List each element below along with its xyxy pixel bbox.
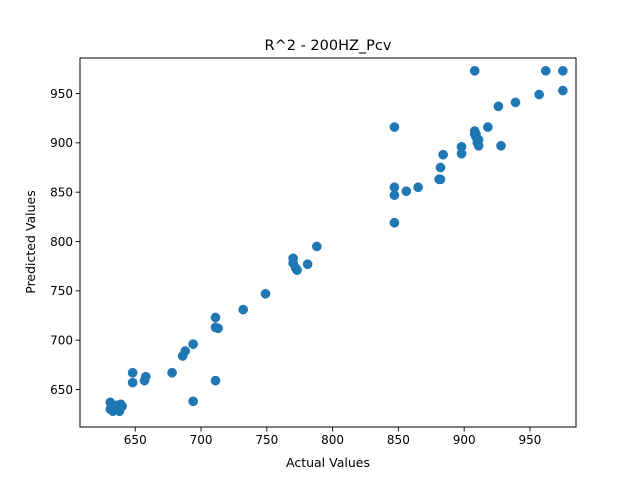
data-point [496,140,506,151]
data-point [389,122,400,132]
y-tick-label: 700 [50,333,73,347]
x-tick-label: 650 [124,433,147,447]
data-point [389,217,400,228]
y-axis-ticks: 650 700 750 800 850 900 950 [50,87,80,397]
data-point [435,162,446,173]
x-axis-label: Actual Values [286,455,370,470]
data-point [510,97,521,108]
data-point [557,65,568,76]
data-point [438,149,448,160]
data-point [540,65,551,76]
data-point [302,259,313,270]
y-tick-label: 650 [50,383,73,397]
y-tick-label: 950 [50,87,73,101]
data-point [210,312,221,323]
data-points [105,65,568,417]
data-point [127,377,138,388]
y-tick-label: 850 [50,185,73,199]
y-tick-label: 900 [50,136,73,150]
x-tick-label: 900 [453,433,476,447]
data-point [557,85,568,96]
data-point [311,241,322,252]
data-point [469,65,480,76]
y-axis-label: Predicted Values [23,190,38,294]
data-point [389,190,400,200]
x-tick-label: 700 [190,433,213,447]
data-point [180,346,191,356]
data-point [493,101,504,112]
data-point [117,401,127,412]
data-point [401,186,412,197]
x-tick-label: 750 [255,433,278,447]
data-point [260,288,271,299]
y-tick-label: 800 [50,235,73,249]
data-point [456,148,467,159]
y-tick-label: 750 [50,284,73,298]
data-point [210,375,221,386]
data-point [140,371,151,382]
data-point [167,367,177,378]
data-point [483,122,493,132]
data-point [188,396,198,407]
x-tick-label: 950 [518,433,541,447]
data-point [188,339,198,349]
data-point [473,135,484,145]
data-point [534,89,545,100]
data-point [238,304,248,315]
x-tick-label: 800 [321,433,344,447]
data-point [413,182,423,193]
data-point [435,174,446,185]
axes-frame [79,57,577,428]
data-point [213,323,223,334]
x-tick-label: 850 [387,433,410,447]
data-point [292,265,302,275]
chart-title: R^2 - 200HZ_Pcv [265,38,392,54]
data-point [127,367,138,378]
plot-area: 650 700 750 800 850 900 950 650 700 750 800 850 900… [50,57,577,447]
x-axis-ticks: 650 700 750 800 850 900 950 [124,427,541,447]
